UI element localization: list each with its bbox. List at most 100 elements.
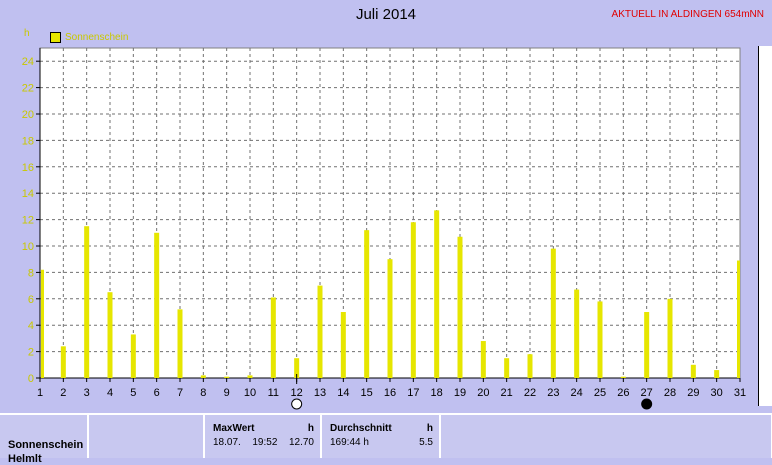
bar — [457, 236, 463, 378]
legend-label: Sonnenschein — [65, 32, 129, 43]
x-tick-label: 1 — [37, 387, 43, 399]
bar — [224, 376, 230, 378]
y-tick-label: 22 — [22, 83, 34, 95]
bar — [200, 375, 206, 378]
x-tick-label: 31 — [734, 387, 746, 399]
bar — [107, 292, 113, 378]
full-moon-icon — [291, 398, 303, 410]
bar — [597, 301, 603, 378]
x-tick-label: 22 — [524, 387, 536, 399]
bar — [130, 334, 136, 378]
avg-total: 169:44 h — [330, 437, 369, 448]
x-tick-label: 28 — [664, 387, 676, 399]
x-tick-label: 18 — [431, 387, 443, 399]
max-unit: h — [307, 423, 314, 434]
y-tick-label: 0 — [28, 373, 34, 385]
y-axis-unit: h — [24, 28, 30, 39]
y-tick-label: 8 — [28, 267, 34, 279]
x-tick-label: 13 — [314, 387, 326, 399]
x-tick-label: 6 — [154, 387, 160, 399]
right-scrollbar[interactable] — [758, 46, 772, 406]
bar — [270, 297, 276, 378]
station-label: AKTUELL IN ALDINGEN 654mNN — [611, 9, 764, 20]
x-tick-label: 10 — [244, 387, 256, 399]
bar — [480, 341, 486, 378]
bar — [574, 289, 580, 378]
stats-table: Sonnenschein Helmlt MaxWert h 18.07. 19:5… — [0, 413, 772, 465]
x-tick-label: 27 — [641, 387, 653, 399]
bar — [84, 226, 90, 378]
bar — [527, 354, 533, 378]
stats-empty-cell — [89, 415, 204, 458]
x-tick-label: 11 — [268, 387, 279, 399]
bar — [41, 269, 44, 378]
bar — [364, 230, 370, 378]
stats-filler-cell — [441, 415, 772, 458]
x-tick-label: 29 — [687, 387, 699, 399]
stats-row-label-2: Helmlt — [8, 453, 42, 465]
stats-avg-cell: Durchschnitt h 169:44 h 5.5 — [322, 415, 440, 458]
bar — [154, 232, 160, 378]
bar — [60, 346, 66, 378]
y-tick-label: 6 — [28, 294, 34, 306]
x-tick-label: 14 — [337, 387, 349, 399]
new-moon-icon — [641, 398, 653, 410]
x-tick-label: 3 — [84, 387, 90, 399]
bar — [504, 358, 510, 378]
x-tick-label: 24 — [571, 387, 583, 399]
x-tick-label: 12 — [291, 387, 303, 399]
x-tick-label: 8 — [200, 387, 206, 399]
bar — [550, 248, 556, 378]
y-tick-label: 14 — [22, 188, 34, 200]
x-tick-label: 7 — [177, 387, 183, 399]
bar — [644, 312, 650, 378]
stats-row-label-cell: Sonnenschein Helmlt — [0, 415, 88, 465]
x-tick-label: 21 — [501, 387, 513, 399]
moon-phases — [291, 374, 653, 410]
x-tick-label: 2 — [60, 387, 66, 399]
x-tick-label: 9 — [224, 387, 230, 399]
y-tick-label: 10 — [22, 241, 34, 253]
chart-title: Juli 2014 — [355, 6, 417, 23]
max-value: 12.70 — [288, 437, 314, 448]
stats-max-cell: MaxWert h 18.07. 19:52 12.70 — [205, 415, 321, 458]
y-tick-label: 16 — [22, 162, 34, 174]
max-date: 18.07. — [213, 437, 241, 448]
bar — [667, 298, 673, 378]
x-tick-label: 20 — [477, 387, 489, 399]
x-tick-label: 19 — [454, 387, 466, 399]
x-axis-labels: 1 2 3 4 5 6 7 8 9 10 11 12 13 14 15 16 17 18 19 20 21 22 23 24 2… — [37, 378, 746, 399]
x-tick-label: 4 — [107, 387, 113, 399]
chart-grid — [39, 48, 740, 379]
max-time: 19:52 — [252, 437, 278, 448]
bar — [294, 358, 300, 378]
legend-swatch — [50, 32, 61, 43]
bar — [247, 375, 253, 378]
bar — [340, 312, 346, 378]
max-header: MaxWert — [213, 423, 255, 434]
y-tick-label: 2 — [28, 347, 34, 359]
y-tick-label: 4 — [28, 320, 34, 332]
avg-value: 5.5 — [419, 437, 433, 448]
bar — [410, 222, 416, 378]
x-tick-label: 17 — [407, 387, 419, 399]
y-tick-label: 12 — [22, 215, 34, 227]
avg-header: Durchschnitt — [330, 423, 392, 434]
bar — [620, 376, 626, 378]
x-tick-label: 15 — [361, 387, 373, 399]
stats-row-label: Sonnenschein — [8, 439, 84, 451]
bar — [737, 260, 740, 378]
y-tick-label: 18 — [22, 135, 34, 147]
x-tick-label: 23 — [547, 387, 559, 399]
chart-bars — [41, 210, 740, 378]
x-tick-label: 25 — [594, 387, 606, 399]
x-tick-label: 16 — [384, 387, 396, 399]
bar — [690, 364, 696, 378]
x-tick-label: 26 — [617, 387, 629, 399]
x-tick-label: 30 — [711, 387, 723, 399]
bar — [714, 370, 720, 378]
x-tick-label: 5 — [130, 387, 136, 399]
bar — [434, 210, 440, 378]
